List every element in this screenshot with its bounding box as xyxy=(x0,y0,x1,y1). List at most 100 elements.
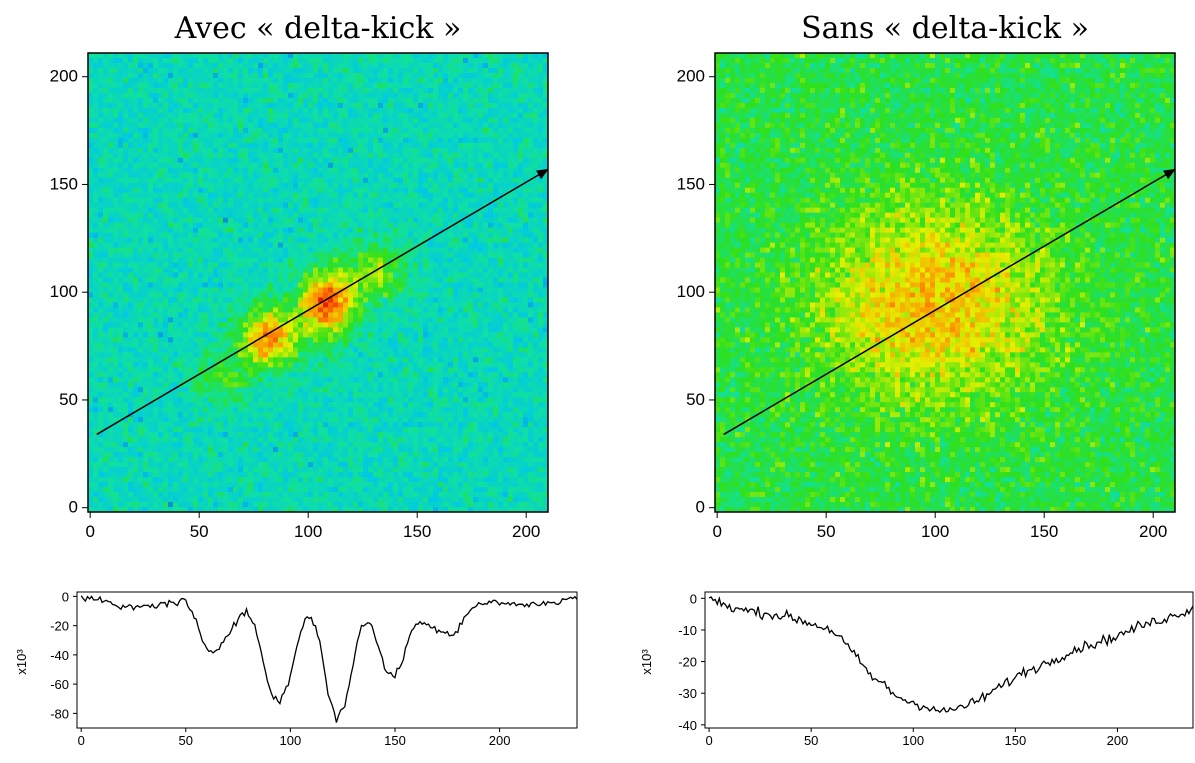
heatmap-cell xyxy=(288,82,294,89)
heatmap-cell xyxy=(503,282,509,288)
heatmap-cell xyxy=(333,137,339,144)
heatmap-cell xyxy=(248,67,254,74)
heatmap-cell xyxy=(308,62,314,69)
heatmap-cell xyxy=(398,122,404,129)
heatmap-cell xyxy=(338,287,344,293)
heatmap-cell xyxy=(288,107,294,114)
heatmap-cell xyxy=(148,87,154,94)
heatmap-cell xyxy=(133,232,139,238)
heatmap-cell xyxy=(273,317,279,323)
heatmap-cell xyxy=(468,292,474,298)
heatmap-cell xyxy=(178,317,184,323)
heatmap-cell xyxy=(353,312,359,318)
heatmap-cell xyxy=(483,107,489,114)
heatmap-cell xyxy=(533,202,539,209)
heatmap-cell xyxy=(143,112,149,119)
heatmap-cell xyxy=(503,192,509,199)
heatmap-cell xyxy=(188,247,194,253)
heatmap-cell xyxy=(168,152,174,159)
heatmap-cell xyxy=(393,242,399,248)
heatmap-cell xyxy=(118,112,124,119)
heatmap-cell xyxy=(173,282,179,288)
heatmap-cell xyxy=(298,137,304,144)
heatmap-cell xyxy=(483,92,489,99)
heatmap-cell xyxy=(393,172,399,179)
heatmap-cell xyxy=(458,297,464,303)
heatmap-cell xyxy=(228,227,234,234)
heatmap-cell xyxy=(118,142,124,149)
heatmap-cell xyxy=(203,322,209,328)
heatmap-cell xyxy=(438,287,444,293)
heatmap-cell xyxy=(528,72,534,79)
heatmap-cell xyxy=(418,302,424,308)
heatmap-cell xyxy=(358,182,364,189)
heatmap-cell xyxy=(353,92,359,99)
heatmap-cell xyxy=(393,277,399,283)
heatmap-cell xyxy=(258,237,264,243)
heatmap-cell xyxy=(273,217,279,224)
heatmap-cell xyxy=(458,132,464,139)
heatmap-cell xyxy=(418,307,424,313)
heatmap-cell xyxy=(353,317,359,323)
heatmap-cell xyxy=(348,102,354,109)
heatmap-cell xyxy=(383,137,389,144)
heatmap-cell xyxy=(403,137,409,144)
heatmap-cell xyxy=(338,102,344,109)
heatmap-cell xyxy=(133,157,139,164)
heatmap-cell xyxy=(478,162,484,169)
heatmap-cell xyxy=(323,287,329,293)
heatmap-cell xyxy=(303,262,309,268)
heatmap-cell xyxy=(143,137,149,144)
heatmap-cell xyxy=(138,322,144,328)
heatmap-cell xyxy=(118,267,124,273)
heatmap-cell xyxy=(223,192,229,199)
heatmap-cell xyxy=(503,162,509,169)
heatmap-cell xyxy=(268,292,274,298)
heatmap-cell xyxy=(438,72,444,79)
heatmap-cell xyxy=(458,247,464,253)
heatmap-cell xyxy=(383,172,389,179)
heatmap-cell xyxy=(448,157,454,164)
heatmap-cell xyxy=(363,112,369,119)
heatmap-cell xyxy=(448,262,454,268)
heatmap-cell xyxy=(268,252,274,258)
heatmap-cell xyxy=(543,217,549,224)
heatmap-cell xyxy=(153,197,159,204)
heatmap-cell xyxy=(488,317,494,323)
heatmap-cell xyxy=(508,107,514,114)
heatmap-cell xyxy=(528,57,534,64)
heatmap-cell xyxy=(458,142,464,149)
heatmap-cell xyxy=(298,142,304,149)
heatmap-cell xyxy=(143,177,149,184)
heatmap-cell xyxy=(288,297,294,303)
heatmap-cell xyxy=(508,127,514,134)
heatmap-cell xyxy=(423,227,429,234)
heatmap-cell xyxy=(193,217,199,224)
heatmap-cell xyxy=(483,182,489,189)
heatmap-cell xyxy=(403,202,409,209)
heatmap-cell xyxy=(453,302,459,308)
heatmap-cell xyxy=(123,247,129,253)
heatmap-cell xyxy=(478,282,484,288)
heatmap-cell xyxy=(208,292,214,298)
heatmap-cell xyxy=(528,257,534,263)
heatmap-cell xyxy=(148,167,154,174)
heatmap-cell xyxy=(233,227,239,234)
heatmap-cell xyxy=(168,87,174,94)
heatmap-cell xyxy=(223,212,229,219)
heatmap-cell xyxy=(128,277,134,283)
heatmap-cell xyxy=(413,227,419,234)
heatmap-cell xyxy=(443,53,449,59)
heatmap-cell xyxy=(108,277,114,283)
heatmap-cell xyxy=(518,237,524,243)
heatmap-cell xyxy=(278,112,284,119)
heatmap-cell xyxy=(463,167,469,174)
heatmap-cell xyxy=(498,142,504,149)
heatmap-cell xyxy=(318,232,324,238)
heatmap-cell xyxy=(238,237,244,243)
heatmap-cell xyxy=(293,207,299,214)
heatmap-cell xyxy=(358,272,364,278)
heatmap-cell xyxy=(293,257,299,263)
heatmap-cell xyxy=(338,162,344,169)
heatmap-cell xyxy=(268,92,274,99)
